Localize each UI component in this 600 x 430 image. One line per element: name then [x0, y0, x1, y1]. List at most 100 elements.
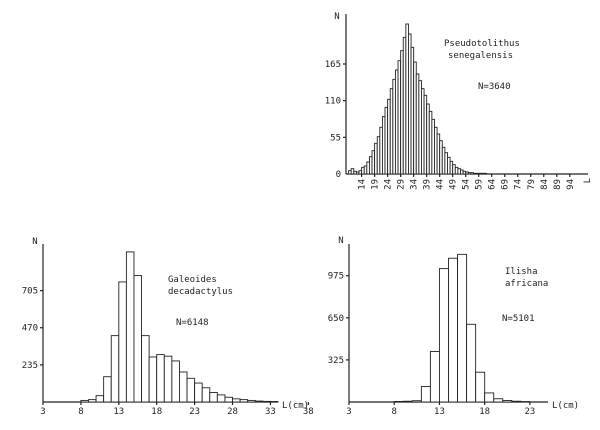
- bar: [457, 253, 468, 403]
- bar: [475, 371, 486, 403]
- species-title-line-1: Pseudotolithus: [444, 39, 520, 49]
- x-tick-label: 14: [358, 179, 368, 190]
- y-ticks: 55 110 165: [325, 60, 346, 143]
- bar: [493, 398, 504, 403]
- x-tick-label: 84: [540, 179, 550, 190]
- bars: [348, 23, 487, 175]
- species-title-line-1: Galeoides: [168, 275, 217, 285]
- y-tick-label: 325: [328, 356, 344, 366]
- bar: [110, 335, 120, 403]
- bar: [232, 398, 241, 403]
- species-title-line-1: Ilisha: [505, 267, 538, 277]
- bar: [118, 281, 127, 403]
- x-tick-label: 69: [501, 179, 511, 190]
- x-tick-label: 39: [423, 179, 433, 190]
- x-tick-label: 29: [397, 179, 407, 190]
- y-tick-label: 650: [328, 314, 344, 324]
- bar: [429, 351, 440, 403]
- x-tick-label: 64: [488, 179, 498, 190]
- chart-panel-ilisha: N 325 650 975 3 8 13 18 23 L(cm) Ilisha africa…: [328, 236, 579, 417]
- bar: [502, 400, 513, 403]
- y-tick-label: 975: [328, 272, 344, 282]
- bar: [141, 335, 150, 403]
- x-tick-label: 13: [113, 407, 124, 417]
- bar: [393, 401, 404, 403]
- x-axis-label: L(cm): [552, 401, 579, 411]
- bar: [484, 392, 495, 403]
- bar: [511, 400, 522, 403]
- x-tick-label: 74: [514, 179, 524, 190]
- x-tick-label: 54: [462, 179, 472, 190]
- bar: [95, 395, 105, 403]
- x-tick-label: 13: [434, 407, 445, 417]
- species-title-line-2: africana: [505, 279, 548, 289]
- x-ticks: 3 8 13 18 23: [346, 402, 535, 417]
- bar: [133, 275, 143, 403]
- bar: [186, 377, 196, 403]
- y-tick-label: 705: [22, 287, 38, 297]
- x-ticks: 3 8 13 18 23 28 33 38: [40, 402, 314, 417]
- bars: [80, 251, 279, 403]
- bar: [201, 387, 211, 403]
- x-tick-label: 3: [346, 407, 351, 417]
- y-ticks: 235 470 705: [22, 287, 43, 371]
- sample-size-label: N=5101: [502, 314, 535, 324]
- bar: [411, 400, 422, 403]
- y-tick-zero: 0: [336, 170, 341, 180]
- bar: [224, 396, 233, 403]
- bar: [262, 400, 271, 403]
- x-tick-label: 44: [436, 179, 446, 190]
- x-axis-label: L(cm): [282, 401, 309, 411]
- bar: [216, 394, 226, 403]
- y-axis-label: N: [334, 12, 339, 22]
- species-title-line-2: decadactylus: [168, 287, 233, 297]
- bar: [194, 382, 203, 403]
- x-tick-label: 28: [227, 407, 238, 417]
- bar: [163, 355, 173, 403]
- bar: [171, 360, 180, 403]
- bar: [178, 371, 188, 403]
- bar: [483, 172, 487, 175]
- y-tick-label: 165: [325, 60, 341, 70]
- bar: [209, 392, 218, 403]
- sample-size-label: N=3640: [478, 82, 511, 92]
- y-tick-label: 235: [22, 361, 38, 371]
- x-tick-label: 49: [449, 179, 459, 190]
- bar: [448, 257, 459, 403]
- x-tick-label: 89: [553, 179, 563, 190]
- bar: [156, 354, 165, 403]
- x-tick-label: 79: [527, 179, 537, 190]
- y-axis-label: N: [338, 236, 343, 246]
- y-axis-label: N: [32, 237, 37, 247]
- x-tick-label: 59: [475, 179, 485, 190]
- y-tick-label: 470: [22, 324, 38, 334]
- y-tick-label: 110: [325, 97, 341, 107]
- bar: [80, 399, 89, 403]
- bar: [148, 356, 158, 403]
- x-ticks: 14 19 24 29 34 39 44 49 54 59 64 69 74 79 84 89 94: [358, 174, 576, 190]
- species-title-line-2: senegalensis: [448, 51, 513, 61]
- x-tick-label: 18: [479, 407, 490, 417]
- x-tick-label: 8: [392, 407, 397, 417]
- bar: [247, 399, 256, 403]
- y-tick-label: 55: [330, 133, 341, 143]
- bar: [420, 386, 431, 403]
- bar: [402, 400, 413, 403]
- x-tick-label: 34: [410, 179, 420, 190]
- y-ticks: 325 650 975: [328, 272, 349, 366]
- bar: [239, 399, 249, 403]
- bars: [393, 253, 531, 403]
- bar: [439, 268, 449, 403]
- x-tick-label: 38: [303, 407, 314, 417]
- x-tick-label: 18: [151, 407, 162, 417]
- x-tick-label: 94: [566, 179, 576, 190]
- x-tick-label: 3: [40, 407, 45, 417]
- bar: [466, 323, 477, 403]
- bar: [254, 400, 264, 403]
- bar: [88, 399, 97, 403]
- x-tick-label: 33: [265, 407, 276, 417]
- bar: [103, 376, 112, 403]
